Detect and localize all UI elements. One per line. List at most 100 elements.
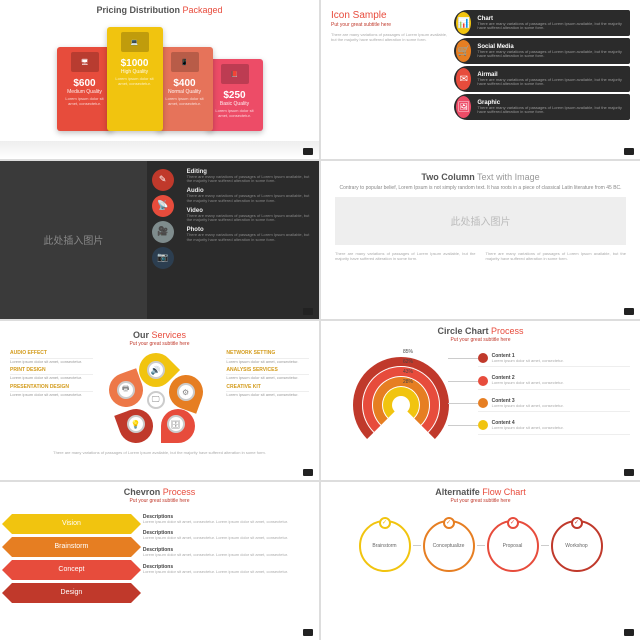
s7-accent: Process bbox=[160, 487, 195, 497]
s1-title: Pricing Distribution bbox=[96, 5, 180, 15]
chevron-step: Concept bbox=[12, 560, 131, 580]
ring-label: Brainstorm bbox=[372, 543, 396, 549]
s1-title-accent: Packaged bbox=[180, 5, 223, 15]
card-label: Normal Quality bbox=[168, 89, 201, 95]
legend-body: Lorem ipsum dolor sit amet, consectetur. bbox=[492, 359, 564, 363]
legend-body: Lorem ipsum dolor sit amet, consectetur. bbox=[492, 404, 564, 408]
desc-row: DescriptionsLorem ipsum dolor sit amet, … bbox=[143, 547, 307, 558]
connector bbox=[477, 545, 485, 546]
pricing-row: 🖥 $600 Medium Quality Lorem ipsum dolor … bbox=[0, 21, 319, 131]
page-badge bbox=[303, 308, 313, 315]
service-title: AUDIO EFFECT bbox=[10, 351, 93, 359]
desc-row: DescriptionsLorem ipsum dolor sit amet, … bbox=[143, 530, 307, 541]
flow-ring: ✓ Brainstorm bbox=[359, 520, 411, 572]
card-icon: 💻 bbox=[121, 32, 149, 52]
slide-pricing: Pricing Distribution Packaged 🖥 $600 Med… bbox=[0, 0, 319, 159]
legend-dot bbox=[478, 398, 488, 408]
page-badge bbox=[624, 308, 634, 315]
service-body: Lorem ipsum dolor sit amet, consectetur. bbox=[10, 392, 82, 397]
page-badge bbox=[624, 469, 634, 476]
ring-label: Conceptualize bbox=[433, 543, 465, 549]
flow-ring: ✓Conceptualize bbox=[423, 520, 475, 572]
card-body: Lorem ipsum dolor sit amet, consectetur. bbox=[207, 109, 263, 119]
chevron-step: Vision bbox=[12, 514, 131, 534]
desc-body: Lorem ipsum dolor sit amet, consectetur.… bbox=[143, 570, 307, 575]
slide-two-column: Two Column Text with Image Contrary to p… bbox=[321, 161, 640, 320]
legend-dot bbox=[478, 376, 488, 386]
node-icon: 🗄 bbox=[167, 415, 185, 433]
page-badge bbox=[303, 629, 313, 636]
icon-row: ✉ AirmailThere are many variations of pa… bbox=[454, 66, 630, 92]
slide-circle-chart: Circle Chart Process Put your great subt… bbox=[321, 321, 640, 480]
card-label: Medium Quality bbox=[67, 89, 102, 95]
slide-chevron: Chevron Process Put your great subtitle … bbox=[0, 482, 319, 640]
media-icon: ✎ bbox=[152, 169, 174, 191]
service-title: PRINT DESIGN bbox=[10, 368, 93, 376]
desc-body: Lorem ipsum dolor sit amet, consectetur.… bbox=[143, 536, 307, 541]
card-price: $400 bbox=[173, 78, 195, 89]
ring-check-icon: ✓ bbox=[379, 517, 391, 529]
s3-text: EditingThere are many variations of pass… bbox=[179, 161, 319, 320]
legend-item: Content 1Lorem ipsum dolor sit amet, con… bbox=[478, 353, 630, 367]
s4-title: Two Column bbox=[421, 172, 474, 182]
s2-rows: 📊 ChartThere are many variations of pass… bbox=[454, 10, 630, 120]
s2-sub: Put your great subtitle here bbox=[331, 22, 448, 28]
s2-title-accent: Sample bbox=[350, 10, 387, 21]
row-body: There are many variations of passages of… bbox=[477, 106, 624, 115]
media-body: There are many variations of passages of… bbox=[187, 214, 311, 224]
card-price: $600 bbox=[73, 78, 95, 89]
image-placeholder: 此处插入图片 bbox=[0, 161, 147, 320]
page-badge bbox=[624, 148, 634, 155]
s2-para: There are many variations of passages of… bbox=[331, 32, 448, 42]
media-body: There are many variations of passages of… bbox=[187, 194, 311, 204]
slide-media: 此处插入图片 ✎📡🎥📷 EditingThere are many variat… bbox=[0, 161, 319, 320]
row-icon: 📊 bbox=[456, 12, 471, 34]
slide-icon-sample: Icon Sample Put your great subtitle here… bbox=[321, 0, 640, 159]
card-icon: 📱 bbox=[171, 52, 199, 72]
s6-accent: Process bbox=[489, 326, 524, 336]
node-icon: 🔊 bbox=[147, 361, 165, 379]
desc-row: DescriptionsLorem ipsum dolor sit amet, … bbox=[143, 564, 307, 575]
page-badge bbox=[303, 469, 313, 476]
icon-row: 🛒 Social MediaThere are many variations … bbox=[454, 38, 630, 64]
flower-diagram: 🔊 ⚙ 🗄 💡 🖶 🖵 bbox=[95, 351, 225, 451]
node-icon: 🖶 bbox=[117, 381, 135, 399]
arc-pct: 28% bbox=[403, 379, 413, 385]
chevron-step: Brainstorm bbox=[12, 537, 131, 557]
s5-accent: Services bbox=[149, 330, 186, 340]
media-icon: 📡 bbox=[152, 195, 174, 217]
card-label: Basic Quality bbox=[220, 101, 249, 107]
chevron-desc: DescriptionsLorem ipsum dolor sit amet, … bbox=[143, 508, 307, 603]
s5-title: Our bbox=[133, 330, 149, 340]
desc-body: Lorem ipsum dolor sit amet, consectetur.… bbox=[143, 553, 307, 558]
card-price: $1000 bbox=[121, 58, 149, 69]
connector bbox=[541, 545, 549, 546]
card-body: Lorem ipsum dolor sit amet, consectetur. bbox=[157, 97, 213, 107]
pricing-card: 🖥 $600 Medium Quality Lorem ipsum dolor … bbox=[57, 47, 113, 131]
s8-accent: Flow Chart bbox=[480, 487, 526, 497]
service-title: ANALYSIS SERVICES bbox=[226, 368, 309, 376]
s8-title: Alternatife bbox=[435, 487, 480, 497]
slide-services: Our Services Put your great subtitle her… bbox=[0, 321, 319, 480]
media-icon: 📷 bbox=[152, 247, 174, 269]
card-body: Lorem ipsum dolor sit amet, consectetur. bbox=[57, 97, 113, 107]
legend-body: Lorem ipsum dolor sit amet, consectetur. bbox=[492, 426, 564, 430]
service-title: NETWORK SETTING bbox=[226, 351, 309, 359]
node-icon: 🖵 bbox=[147, 391, 165, 409]
s7-title: Chevron bbox=[124, 487, 161, 497]
flow-row: ✓Brainstorm✓Conceptualize✓Proposal✓Works… bbox=[321, 504, 640, 572]
arc-pct: 85% bbox=[403, 349, 413, 355]
node-icon: 💡 bbox=[127, 415, 145, 433]
row-body: There are many variations of passages of… bbox=[477, 50, 624, 59]
pricing-card: 💻 $1000 High Quality Lorem ipsum dolor s… bbox=[107, 27, 163, 131]
page-badge bbox=[303, 148, 313, 155]
s3-icons: ✎📡🎥📷 bbox=[147, 161, 179, 320]
service-body: Lorem ipsum dolor sit amet, consectetur. bbox=[226, 375, 298, 380]
desc-row: DescriptionsLorem ipsum dolor sit amet, … bbox=[143, 514, 307, 525]
media-body: There are many variations of passages of… bbox=[187, 233, 311, 243]
legend-body: Lorem ipsum dolor sit amet, consectetur. bbox=[492, 381, 564, 385]
row-icon: ✉ bbox=[456, 68, 471, 90]
ring-check-icon: ✓ bbox=[507, 517, 519, 529]
s2-title: Icon bbox=[331, 10, 350, 21]
slide-flow: Alternatife Flow Chart Put your great su… bbox=[321, 482, 640, 640]
